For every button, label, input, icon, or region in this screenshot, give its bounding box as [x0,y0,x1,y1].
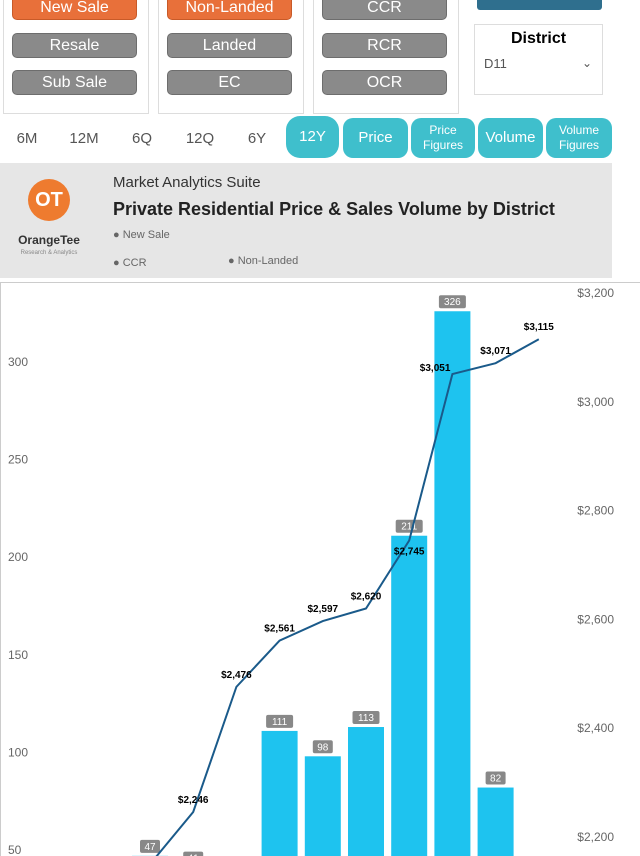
suite-name: Market Analytics Suite [113,174,261,191]
price-label: $3,051 [420,363,451,374]
price-figures-button[interactable]: Price Figures [411,118,475,158]
left-axis-tick: 300 [8,355,28,369]
price-label: $2,561 [264,624,295,635]
timeframe-6q[interactable]: 6Q [131,129,152,147]
volume-label-bg [485,771,506,785]
right-axis-tick: $3,000 [577,395,614,409]
left-axis-tick: 50 [8,843,22,856]
timeframe-6y[interactable]: 6Y [247,129,267,147]
chevron-down-icon: ⌄ [581,56,592,70]
timeframe-12y[interactable]: 12Y [286,116,339,158]
new-sale-button[interactable]: New Sale [12,0,137,20]
price-label: $2,476 [221,670,252,681]
volume-bar [304,756,341,856]
price-label: $2,246 [178,795,209,806]
district-label: District [510,30,567,47]
volume-label-bg [266,714,294,728]
filter-tag: ● Non-Landed [228,255,299,267]
volume-label-bg [140,839,160,853]
logo-name: OrangeTee [18,233,80,247]
landed-button[interactable]: Landed [167,33,292,58]
label: Figures [558,138,599,152]
timeframe-12q[interactable]: 12Q [185,129,215,147]
tag-label: CCR [122,257,147,269]
volume-label-bg [438,295,466,309]
volume-label: 82 [490,774,502,785]
right-axis-tick: $3,200 [577,286,614,300]
price-label: $3,115 [524,322,554,333]
price-view-button[interactable]: Price [343,118,408,158]
left-axis-tick: 150 [8,648,28,662]
volume-bar [348,727,384,856]
right-axis-tick: $2,200 [577,830,614,844]
volume-label: 41 [188,854,200,856]
left-axis-tick: 100 [8,745,28,759]
filter-tag: ● CCR [113,257,147,269]
label: Figures [422,138,463,152]
filter-tag: ● New Sale [113,229,170,241]
price-label: $2,597 [308,604,339,615]
price-line [155,338,540,856]
right-axis-tick: $2,400 [577,721,614,735]
left-axis-tick: 250 [8,453,28,467]
volume-bar [391,535,428,856]
timeframe-6m[interactable]: 6M [16,129,38,147]
volume-label: 113 [358,713,374,724]
volume-label: 98 [317,742,329,753]
non-landed-button[interactable]: Non-Landed [167,0,292,20]
page-title: Private Residential Price & Sales Volume… [113,199,555,219]
price-label: $3,071 [480,346,511,357]
price-label: $2,745 [394,547,425,558]
label: Price [429,123,457,137]
volume-bar [477,787,514,856]
resale-button[interactable]: Resale [12,33,137,58]
volume-bar [434,311,471,856]
price-label: $2,620 [351,592,382,603]
orangetee-logo: OT [28,179,70,221]
ocr-button[interactable]: OCR [322,70,447,95]
report-header: OT OrangeTee Research & Analytics Market… [0,163,612,278]
volume-label-bg [183,851,204,856]
left-axis-tick: 200 [8,550,28,564]
logo-subtitle: Research & Analytics [20,250,78,256]
district-dropdown[interactable]: District D11 ⌄ [474,24,603,95]
right-axis-tick: $2,800 [577,504,614,518]
reset-button[interactable] [477,0,602,10]
right-axis-tick: $2,600 [577,612,614,626]
price-volume-chart: 50 100 150 200 250 300 $2,200 $2,400 $2,600 $2,80… [0,282,640,856]
district-value: D11 [484,56,507,71]
ccr-button[interactable]: CCR [322,0,447,20]
ec-button[interactable]: EC [167,70,292,95]
tag-label: Non-Landed [237,255,299,267]
volume-label-bg [312,740,333,754]
volume-label-bg [395,519,423,533]
volume-label: 111 [272,717,288,728]
volume-label-bg [352,711,380,725]
sub-sale-button[interactable]: Sub Sale [12,70,137,95]
volume-bar [261,730,298,856]
label: Volume [558,123,600,137]
volume-view-button[interactable]: Volume [478,118,543,158]
volume-label: 47 [144,842,156,853]
volume-label: 211 [401,522,417,533]
rcr-button[interactable]: RCR [322,33,447,58]
tag-label: New Sale [122,229,170,241]
volume-label: 326 [444,297,461,308]
timeframe-12m[interactable]: 12M [69,129,99,147]
volume-figures-button[interactable]: Volume Figures [546,118,612,158]
